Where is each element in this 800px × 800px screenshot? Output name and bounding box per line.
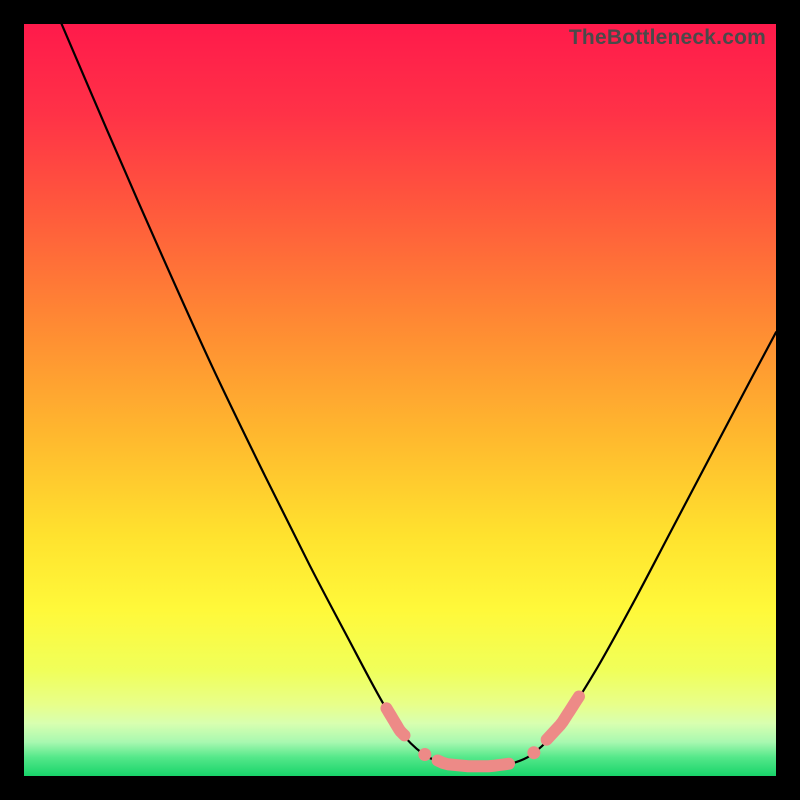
marker-capsule [438,760,509,766]
watermark-text: TheBottleneck.com [569,26,766,50]
chart-frame: TheBottleneck.com [0,0,800,800]
plot-area: TheBottleneck.com [24,24,776,776]
plot-svg [24,24,776,776]
gradient-background [24,24,776,776]
marker-dot [418,748,431,761]
marker-dot [527,746,540,759]
